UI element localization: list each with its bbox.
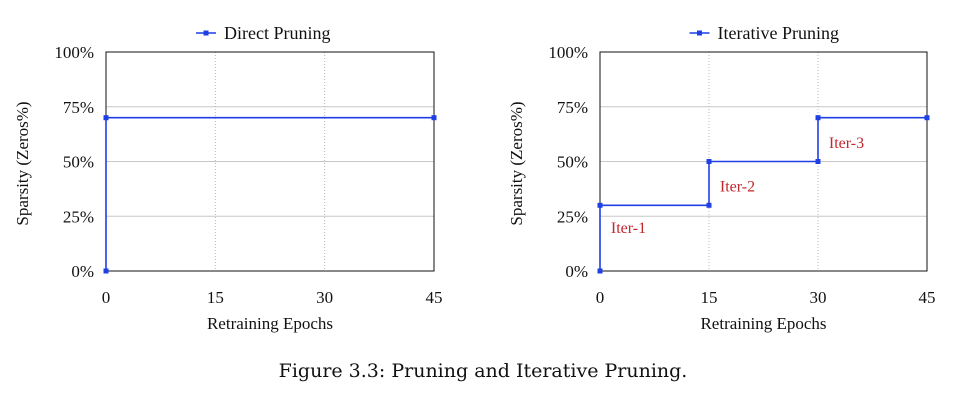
data-point-marker	[815, 159, 821, 164]
y-axis-label: Sparsity (Zeros%)	[13, 101, 32, 225]
data-point-marker	[924, 115, 930, 121]
y-tick-label: 25%	[63, 207, 94, 226]
y-tick-label: 0%	[71, 262, 94, 281]
x-tick-label: 30	[810, 288, 827, 307]
iterative-pruning-chart: 0% 25% 50% 75% 100% 0 15 30 45 Retraining Epochs S…	[507, 23, 936, 333]
y-tick-label: 50%	[63, 153, 94, 172]
data-point-marker	[597, 202, 603, 208]
data-point-marker	[597, 268, 603, 274]
y-tick-label: 75%	[557, 98, 588, 117]
data-point-marker	[815, 115, 821, 121]
iteration-annotation: Iter-3	[829, 135, 864, 152]
data-point-marker	[706, 159, 712, 164]
data-point-marker	[103, 268, 109, 274]
y-tick-label: 100%	[54, 43, 94, 62]
series-line	[599, 116, 927, 271]
legend-label: Direct Pruning	[224, 23, 330, 43]
x-tick-label: 15	[207, 288, 224, 307]
x-tick-label: 45	[919, 288, 936, 307]
series-line	[105, 116, 434, 271]
direct-pruning-chart: 0% 25% 50% 75% 100% 0 15 30 45 Retraining Epochs S…	[13, 23, 443, 333]
x-axis-label: Retraining Epochs	[207, 314, 333, 333]
figure-caption: Figure 3.3: Pruning and Iterative Prunin…	[278, 360, 688, 382]
x-tick-label: 45	[426, 288, 443, 307]
y-tick-label: 50%	[557, 153, 588, 172]
x-tick-label: 0	[596, 288, 605, 307]
figure-charts: 0% 25% 50% 75% 100% 0 15 30 45 Retraining Epochs S…	[13, 23, 936, 333]
y-tick-label: 25%	[557, 207, 588, 226]
x-axis-label: Retraining Epochs	[700, 314, 826, 333]
y-tick-label: 75%	[63, 98, 94, 117]
iteration-annotation: Iter-1	[611, 220, 646, 237]
x-tick-label: 30	[316, 288, 333, 307]
x-tick-label: 15	[701, 288, 718, 307]
y-tick-label: 0%	[565, 262, 588, 281]
y-tick-label: 100%	[548, 43, 588, 62]
y-axis-label: Sparsity (Zeros%)	[507, 101, 526, 225]
data-point-marker	[103, 115, 109, 121]
x-tick-label: 0	[102, 288, 111, 307]
plot-area-frame	[599, 51, 928, 272]
legend-swatch-marker	[697, 30, 702, 36]
data-point-marker	[706, 202, 712, 208]
legend-swatch-marker	[203, 30, 209, 36]
iteration-annotation: Iter-2	[720, 179, 755, 196]
data-point-marker	[431, 115, 437, 121]
legend-label: Iterative Pruning	[718, 23, 839, 43]
